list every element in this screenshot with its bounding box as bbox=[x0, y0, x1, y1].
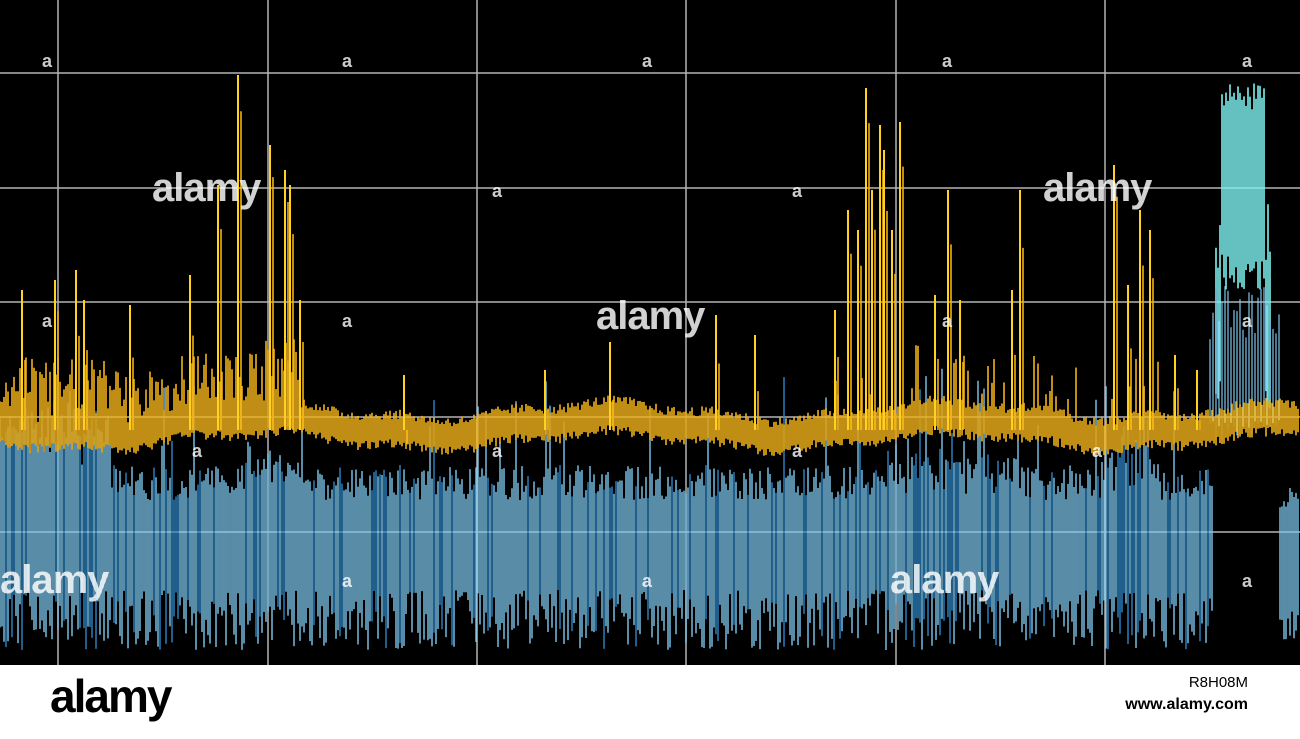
upper-trace bbox=[0, 75, 1299, 456]
alamy-logo: alamy bbox=[50, 670, 172, 722]
lower-trace bbox=[0, 335, 1299, 650]
stock-photo-footer: alamy R8H08M www.alamy.com bbox=[0, 665, 1300, 739]
spectrum-display bbox=[0, 0, 1300, 665]
site-url: www.alamy.com bbox=[1125, 696, 1248, 713]
image-id: R8H08M bbox=[1188, 674, 1248, 691]
